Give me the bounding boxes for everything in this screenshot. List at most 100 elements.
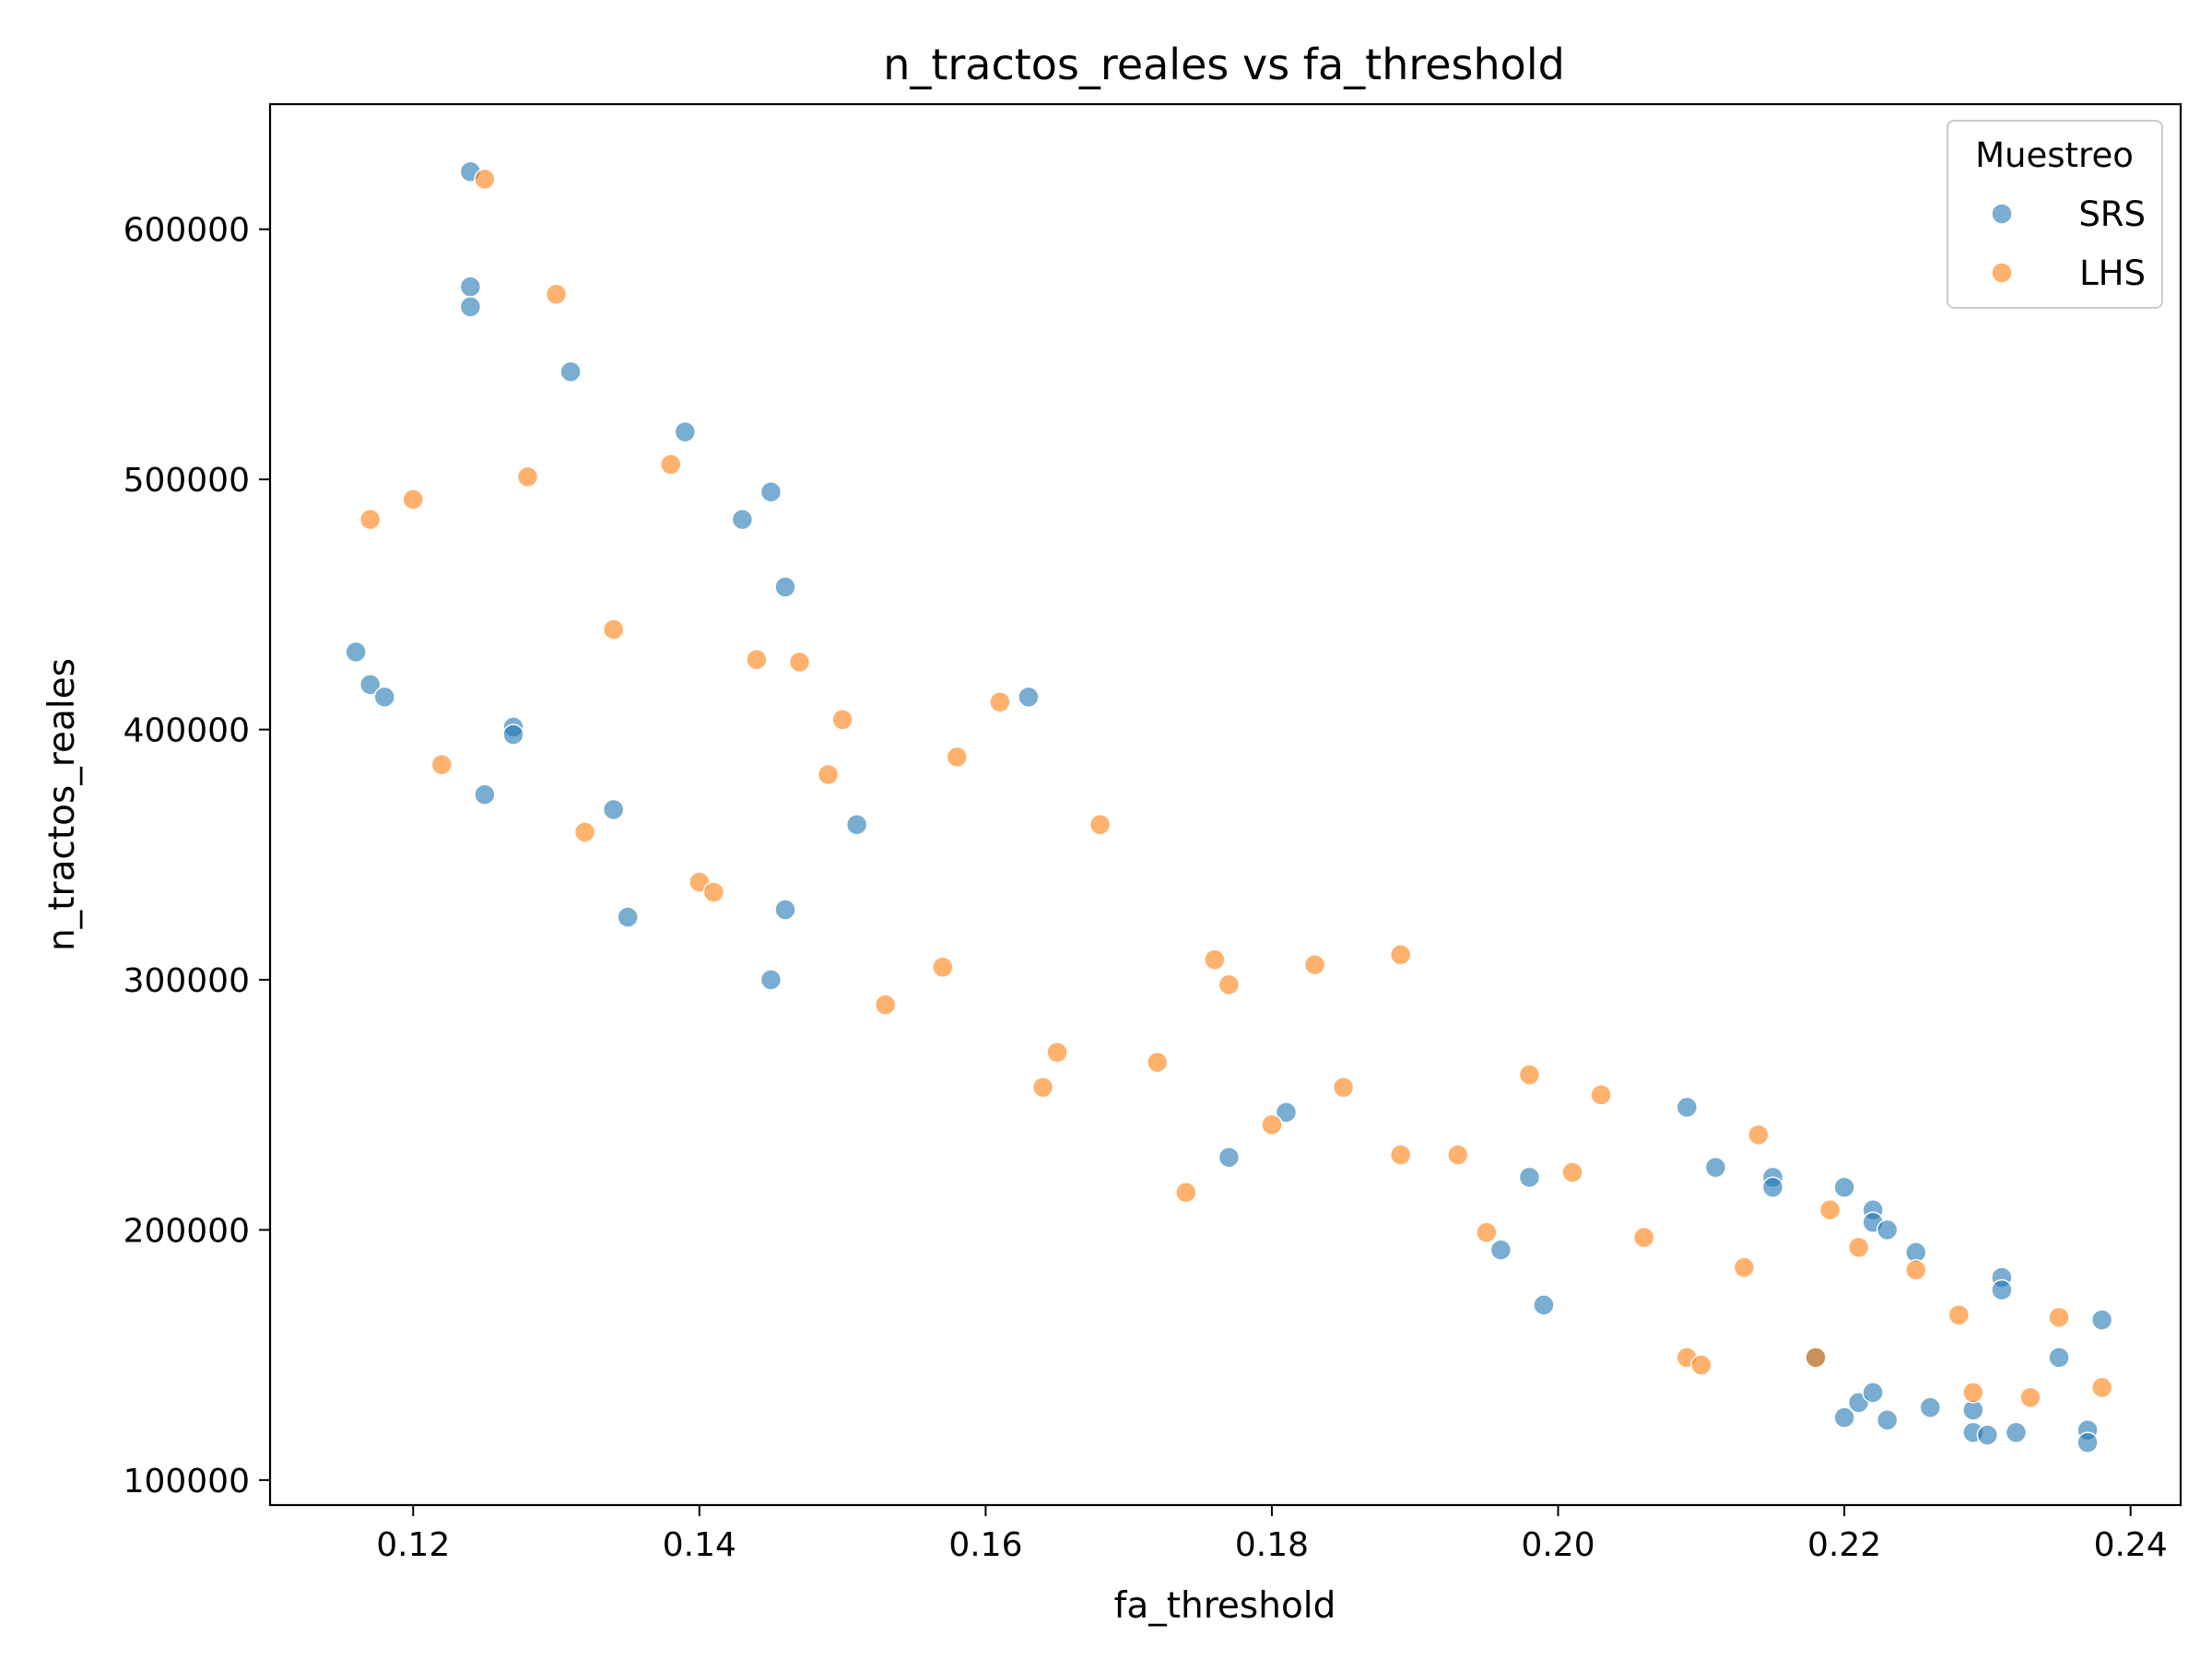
y-tick-label: 500000 (124, 462, 250, 500)
data-point-lhs (359, 508, 382, 531)
data-point-lhs (1561, 1161, 1583, 1183)
data-point-lhs (746, 648, 768, 671)
data-point-lhs (788, 651, 811, 674)
data-point-srs (774, 899, 796, 921)
data-point-lhs (602, 618, 625, 641)
legend-marker-srs (1991, 203, 2013, 225)
data-point-srs (502, 724, 524, 746)
legend-entries: SRS LHS (1991, 194, 2146, 293)
data-point-lhs (1389, 944, 1412, 966)
data-point-srs (731, 508, 754, 531)
data-point-lhs (1476, 1221, 1498, 1243)
legend-marker-lhs (1991, 262, 2013, 284)
x-tick-label: 0.24 (2094, 1526, 2168, 1564)
data-point-lhs (2019, 1386, 2041, 1409)
y-tick-label: 300000 (124, 962, 250, 1000)
legend-box (1947, 120, 2163, 309)
data-point-lhs (1962, 1382, 1984, 1404)
x-tick-label: 0.12 (376, 1526, 450, 1564)
data-point-srs (759, 969, 782, 991)
data-point-srs (1833, 1406, 1855, 1429)
data-point-srs (1876, 1408, 1899, 1431)
data-point-lhs (1046, 1041, 1068, 1064)
data-point-lhs (430, 753, 453, 776)
data-point-srs (1976, 1424, 1999, 1446)
data-point-srs (474, 783, 496, 806)
data-point-lhs (1204, 948, 1226, 971)
data-point-lhs (545, 283, 568, 306)
axis-ticks: 0.12 0.14 0.16 0.18 0.20 0.22 0.24 100000 200000… (124, 212, 2168, 1564)
data-point-lhs (1847, 1236, 1870, 1259)
data-point-srs (1704, 1156, 1727, 1179)
data-point-lhs (1146, 1051, 1169, 1074)
x-tick-label: 0.20 (1521, 1526, 1594, 1564)
data-point-lhs (1747, 1124, 1770, 1147)
data-point-srs (1876, 1218, 1899, 1241)
data-point-lhs (1389, 1144, 1412, 1166)
data-point-lhs (516, 465, 539, 488)
data-point-lhs (817, 763, 840, 786)
data-point-srs (617, 906, 639, 928)
data-point-srs (2005, 1421, 2028, 1444)
data-point-srs (559, 360, 582, 383)
data-point-lhs (1904, 1259, 1927, 1281)
data-point-srs (1676, 1096, 1699, 1119)
data-point-srs (602, 798, 625, 821)
data-point-srs (1218, 1146, 1241, 1169)
data-point-lhs (1447, 1144, 1469, 1166)
data-point-lhs (1218, 973, 1241, 996)
data-point-srs (1991, 1278, 2013, 1301)
x-tick-label: 0.18 (1235, 1526, 1309, 1564)
data-point-srs (345, 641, 367, 664)
data-point-srs (359, 673, 382, 696)
data-point-srs (845, 813, 868, 836)
x-tick-label: 0.22 (1807, 1526, 1881, 1564)
data-point-lhs (1590, 1084, 1612, 1106)
data-point-lhs (2090, 1376, 2113, 1399)
data-point-srs (1833, 1176, 1855, 1199)
plot-area (345, 160, 2113, 1453)
chart-title: n_tractos_reales vs fa_threshold (883, 40, 1565, 89)
data-point-lhs (1261, 1113, 1283, 1136)
x-axis-label: fa_threshold (1114, 1585, 1336, 1627)
data-point-lhs (2048, 1306, 2070, 1329)
data-point-srs (1275, 1101, 1298, 1124)
data-point-lhs (1818, 1198, 1841, 1221)
data-point-lhs (1332, 1076, 1355, 1099)
data-point-srs (1761, 1176, 1784, 1199)
y-tick-label: 600000 (124, 212, 250, 250)
x-tick-label: 0.14 (663, 1526, 736, 1564)
data-point-lhs (660, 453, 682, 476)
series-lhs (359, 168, 2113, 1409)
series-srs (345, 160, 2113, 1453)
x-tick-label: 0.16 (948, 1526, 1022, 1564)
data-point-srs (1862, 1382, 1884, 1404)
data-point-srs (2048, 1347, 2070, 1369)
data-point-srs (459, 276, 482, 298)
data-point-lhs (1303, 953, 1326, 976)
data-point-lhs (1632, 1226, 1655, 1249)
data-point-lhs (702, 881, 725, 903)
data-point-srs (1518, 1166, 1541, 1189)
data-point-lhs (1088, 813, 1112, 836)
legend-title: Muestreo (1975, 135, 2134, 175)
data-point-lhs (1947, 1303, 1971, 1326)
legend-label-srs: SRS (2078, 194, 2146, 234)
data-point-lhs (1690, 1354, 1712, 1376)
data-point-srs (759, 480, 782, 503)
data-point-lhs (1031, 1076, 1054, 1099)
legend: Muestreo SRS LHS (1947, 120, 2163, 309)
data-point-lhs (1733, 1256, 1756, 1278)
data-point-srs (1018, 686, 1040, 709)
y-tick-label: 200000 (124, 1212, 250, 1250)
y-tick-label: 100000 (124, 1463, 250, 1500)
y-tick-label: 400000 (124, 712, 250, 750)
legend-label-lhs: LHS (2079, 253, 2146, 293)
data-point-srs (2077, 1431, 2099, 1453)
data-point-lhs (932, 956, 954, 979)
data-point-srs (459, 296, 482, 318)
data-point-srs (774, 576, 796, 598)
data-point-srs (1919, 1396, 1942, 1418)
